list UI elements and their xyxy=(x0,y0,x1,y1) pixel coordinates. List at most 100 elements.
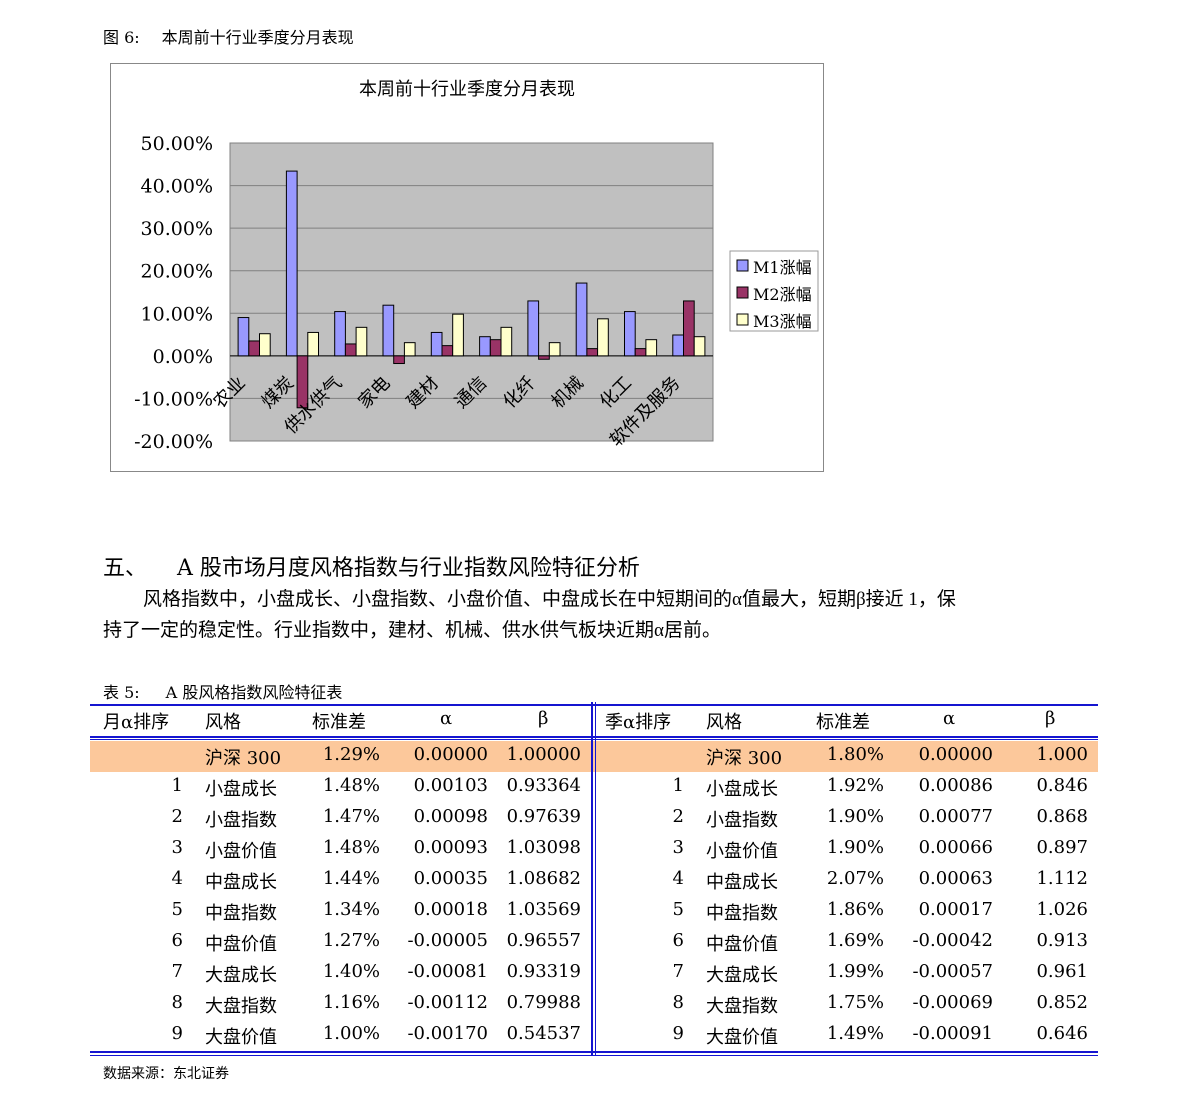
cell-alpha: 0.00000 xyxy=(918,744,993,765)
bar-M1涨幅 xyxy=(479,336,491,357)
cell-std-dev: 1.34% xyxy=(322,899,380,920)
cell-std-dev: 1.40% xyxy=(322,961,380,982)
bar-M3涨幅 xyxy=(693,336,706,357)
cell-std-dev: 1.69% xyxy=(826,930,884,951)
bar-M1涨幅 xyxy=(575,282,588,357)
legend-swatch xyxy=(736,286,749,299)
cell-alpha: -0.00112 xyxy=(407,992,488,1013)
chart-title: 本周前十行业季度分月表现 xyxy=(359,79,575,100)
header-alpha: α xyxy=(440,708,453,729)
bar-M2涨幅 xyxy=(538,355,550,360)
bar-M3涨幅 xyxy=(259,333,271,357)
cell-style: 大盘成长 xyxy=(706,965,778,986)
cell-beta: 0.897 xyxy=(1036,837,1088,858)
bar-M3涨幅 xyxy=(307,331,320,357)
cell-style: 沪深 300 xyxy=(706,748,783,769)
cell-rank: 5 xyxy=(672,899,684,920)
cell-beta: 0.646 xyxy=(1036,1023,1088,1044)
cell-alpha: -0.00057 xyxy=(912,961,993,982)
legend-label: M1涨幅 xyxy=(753,258,812,277)
cell-style: 小盘成长 xyxy=(706,779,778,800)
bar-M2涨幅 xyxy=(248,340,261,357)
cell-rank: 7 xyxy=(171,961,183,982)
header-std-dev: 标准差 xyxy=(312,712,366,733)
y-tick-label: 30.00% xyxy=(141,218,213,240)
cell-std-dev: 1.29% xyxy=(322,744,380,765)
cell-alpha: -0.00069 xyxy=(912,992,993,1013)
cell-rank: 4 xyxy=(171,868,183,889)
cell-beta: 1.026 xyxy=(1036,899,1088,920)
legend: M1涨幅 M2涨幅 M3涨幅 xyxy=(729,250,819,332)
cell-rank: 3 xyxy=(171,837,183,858)
bar-M1涨幅 xyxy=(285,170,298,357)
cell-std-dev: 1.27% xyxy=(322,930,380,951)
cell-beta: 0.961 xyxy=(1036,961,1088,982)
plot-area xyxy=(229,142,714,442)
cell-rank: 1 xyxy=(672,775,684,796)
cell-rank: 6 xyxy=(171,930,183,951)
cell-std-dev: 1.16% xyxy=(322,992,380,1013)
header-rank: 季α排序 xyxy=(605,712,672,733)
bar-M3涨幅 xyxy=(355,326,368,357)
paragraph-line-2: 持了一定的稳定性。行业指数中，建材、机械、供水供气板块近期α居前。 xyxy=(103,620,721,641)
cell-rank: 2 xyxy=(171,806,183,827)
cell-alpha: 0.00018 xyxy=(413,899,488,920)
cell-std-dev: 1.48% xyxy=(322,775,380,796)
table-bottom-rule xyxy=(90,1051,1098,1053)
bar-M2涨幅 xyxy=(489,339,502,357)
cell-beta: 0.79988 xyxy=(506,992,581,1013)
bar-M1涨幅 xyxy=(430,331,443,357)
cell-style: 中盘价值 xyxy=(706,934,778,955)
cell-beta: 0.96557 xyxy=(506,930,581,951)
cell-beta: 0.54537 xyxy=(506,1023,581,1044)
cell-rank: 7 xyxy=(672,961,684,982)
cell-style: 大盘价值 xyxy=(706,1027,778,1048)
header-alpha: α xyxy=(943,708,956,729)
y-tick-label: 0.00% xyxy=(153,346,213,368)
cell-style: 中盘成长 xyxy=(205,872,277,893)
cell-std-dev: 1.47% xyxy=(322,806,380,827)
bar-M1涨幅 xyxy=(527,300,540,357)
section-title: A 股市场月度风格指数与行业指数风险特征分析 xyxy=(177,556,640,581)
bar-M1涨幅 xyxy=(672,334,684,357)
bar-M1涨幅 xyxy=(624,311,636,357)
bar-chart: 本周前十行业季度分月表现 50.00% 40.00% 30.00% 20.00% 10.0… xyxy=(134,79,819,453)
bar-M3涨幅 xyxy=(645,339,658,357)
section-number: 五、 xyxy=(103,556,148,581)
figure-label: 图 6: xyxy=(103,28,140,47)
table-caption: 表 5: A 股风格指数风险特征表 xyxy=(103,679,342,703)
cell-std-dev: 1.75% xyxy=(826,992,884,1013)
cell-alpha: -0.00042 xyxy=(912,930,993,951)
cell-alpha: 0.00077 xyxy=(918,806,993,827)
cell-beta: 1.000 xyxy=(1036,744,1088,765)
cell-style: 大盘成长 xyxy=(205,965,277,986)
cell-alpha: 0.00035 xyxy=(413,868,488,889)
column-divider xyxy=(595,702,596,1056)
cell-std-dev: 1.44% xyxy=(322,868,380,889)
cell-beta: 0.97639 xyxy=(506,806,581,827)
legend-swatch xyxy=(736,313,749,326)
bar-M3涨幅 xyxy=(597,318,609,357)
table-title: A 股风格指数风险特征表 xyxy=(165,683,343,702)
table-label: 表 5: xyxy=(103,683,140,702)
legend-label: M2涨幅 xyxy=(753,285,812,304)
y-tick-label: 10.00% xyxy=(141,303,213,325)
cell-style: 小盘价值 xyxy=(706,841,778,862)
cell-std-dev: 1.86% xyxy=(826,899,884,920)
cell-rank: 9 xyxy=(672,1023,684,1044)
cell-beta: 1.00000 xyxy=(506,744,581,765)
cell-std-dev: 1.92% xyxy=(826,775,884,796)
cell-style: 中盘成长 xyxy=(706,872,778,893)
table-top-rule xyxy=(90,704,1098,706)
cell-beta: 1.08682 xyxy=(506,868,581,889)
cell-rank: 8 xyxy=(171,992,183,1013)
cell-beta: 1.112 xyxy=(1036,868,1088,889)
bar-M3涨幅 xyxy=(548,342,561,357)
table-bottom-rule xyxy=(90,1055,1098,1056)
y-tick-label: -20.00% xyxy=(134,431,213,453)
cell-alpha: 0.00098 xyxy=(413,806,488,827)
cell-style: 大盘指数 xyxy=(205,996,277,1017)
cell-std-dev: 1.90% xyxy=(826,837,884,858)
cell-style: 小盘成长 xyxy=(205,779,277,800)
header-rule xyxy=(90,736,1098,738)
